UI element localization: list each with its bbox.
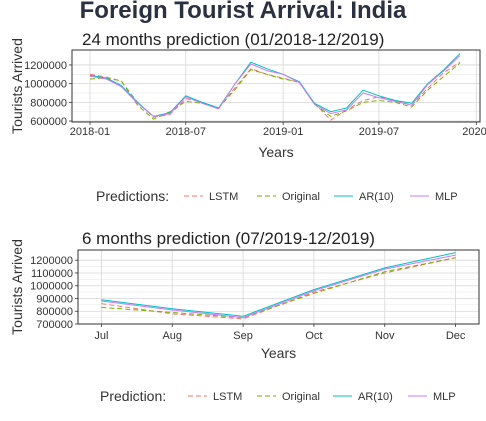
x-tick-label: Aug	[162, 330, 182, 342]
y-axis-label: Tourists Arrived	[9, 38, 25, 134]
x-axis-label: Years	[261, 345, 296, 361]
x-axis-label: Years	[258, 144, 293, 160]
y-tick-label: 1200000	[30, 255, 73, 267]
legend-label: LSTM	[213, 391, 242, 403]
x-tick-label: Oct	[305, 330, 322, 342]
y-tick-label: 1100000	[31, 268, 73, 280]
y-tick-label: 800000	[36, 306, 73, 318]
legend-label: AR(10)	[359, 191, 394, 203]
y-tick-label: 700000	[36, 319, 73, 331]
x-tick-label: Nov	[375, 330, 395, 342]
series-line-mlp	[101, 254, 456, 319]
chart-panel-1: 600000 800000 1000000 1200000 2018-01 2018-07…	[9, 30, 486, 204]
legend: Predictions: LSTM Original AR(10) MLP	[96, 188, 458, 204]
legend-title: Predictions:	[96, 188, 169, 204]
legend-title: Prediction:	[100, 388, 166, 404]
y-tick-label: 800000	[30, 97, 67, 109]
series-line-original	[101, 257, 456, 319]
x-tick-label: 2018-01	[70, 126, 110, 138]
legend-label: Original	[282, 391, 320, 403]
panel-title: 6 months prediction (07/2019-12/2019)	[82, 229, 375, 248]
x-tick-label: Dec	[446, 330, 466, 342]
legend: Prediction: LSTM Original AR(10) MLP	[100, 388, 456, 404]
legend-label: MLP	[433, 391, 456, 403]
y-tick-label: 600000	[30, 116, 67, 128]
x-tick-label: 2019-01	[263, 126, 303, 138]
series-line-original	[89, 62, 461, 120]
plot-area	[77, 249, 480, 325]
series-line-mlp	[89, 55, 461, 117]
plot-area	[71, 49, 481, 123]
legend-label: AR(10)	[358, 391, 393, 403]
legend-label: LSTM	[209, 191, 238, 203]
y-tick-label: 1200000	[24, 60, 67, 72]
x-tick-label: Jul	[94, 330, 108, 342]
plot-border	[77, 249, 480, 325]
x-tick-label: 2019-07	[359, 126, 399, 138]
y-axis-label: Tourists Arrived	[9, 239, 25, 335]
y-tick-label: 1000000	[30, 281, 73, 293]
y-tick-label: 900000	[36, 293, 73, 305]
x-tick-label: Sep	[233, 330, 253, 342]
legend-label: Original	[282, 191, 320, 203]
legend-label: MLP	[435, 191, 458, 203]
series-line-ar10	[101, 252, 456, 317]
plot-border	[71, 49, 481, 123]
figure-title: Foreign Tourist Arrival: India	[79, 0, 407, 24]
x-tick-label: 2018-07	[166, 126, 206, 138]
y-tick-label: 1000000	[24, 79, 67, 91]
panel-title: 24 months prediction (01/2018-12/2019)	[82, 30, 384, 49]
x-tick-label: 2020-	[462, 126, 486, 138]
